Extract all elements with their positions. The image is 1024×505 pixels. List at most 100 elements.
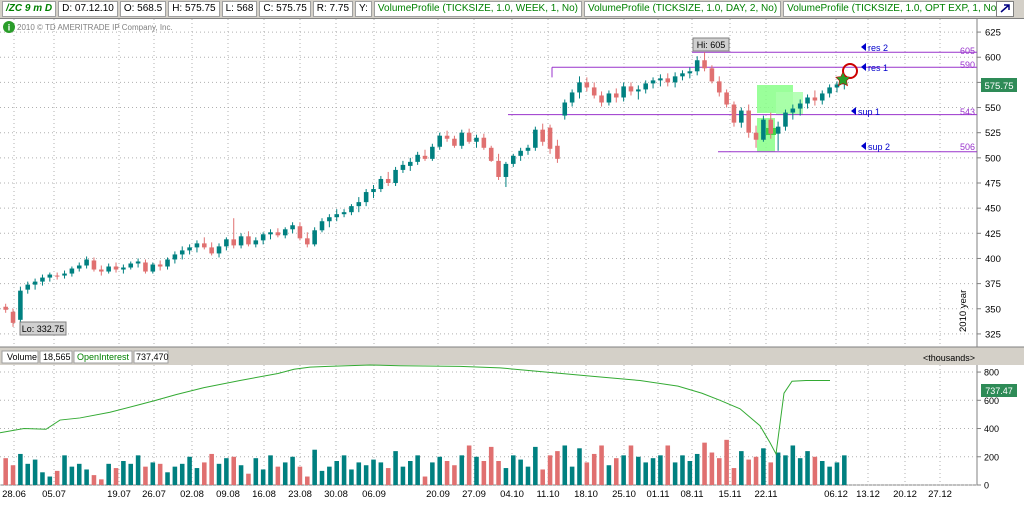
- study-daily-profile[interactable]: VolumeProfile (TICKSIZE, 1.0, DAY, 2, No…: [584, 1, 782, 17]
- time-tick-label: 15.11: [718, 489, 741, 500]
- candle-body: [650, 80, 656, 84]
- candle-body: [503, 163, 509, 177]
- volume-bar: [165, 472, 170, 485]
- volume-bar: [231, 456, 237, 485]
- time-tick-label: 08.11: [680, 489, 703, 500]
- volume-bar: [584, 462, 590, 485]
- price-tick-label: 525: [985, 128, 1001, 139]
- candle-body: [584, 82, 590, 88]
- candle-body: [422, 155, 428, 159]
- candle-body: [599, 95, 604, 103]
- volume-bar: [613, 458, 619, 485]
- volume-bar: [827, 466, 832, 485]
- candle-body: [459, 132, 465, 146]
- volume-bar: [150, 462, 156, 485]
- candle-body: [437, 135, 442, 147]
- open-interest-path: [0, 364, 830, 456]
- level-res-1[interactable]: res 1 590: [861, 60, 975, 73]
- candle-body: [496, 160, 501, 177]
- study-optexp-profile[interactable]: VolumeProfile (TICKSIZE, 1.0, OPT EXP, 1…: [783, 1, 1004, 17]
- info-icon-glyph: i: [8, 23, 11, 33]
- volume-bar: [157, 463, 163, 485]
- level-sup-1[interactable]: sup 1 543: [851, 107, 975, 117]
- candle-body: [716, 81, 722, 93]
- candle-body: [363, 192, 369, 203]
- volume-bar: [812, 456, 818, 485]
- candle-body: [312, 230, 317, 245]
- volume-bar: [143, 466, 148, 485]
- candle-body: [393, 169, 398, 183]
- candle-body: [525, 147, 531, 151]
- chart-canvas: 325350375400425450475500525550575600625 …: [0, 19, 1024, 505]
- volume-bar: [739, 451, 744, 485]
- star-icon[interactable]: [835, 71, 851, 87]
- level-arrow-icon: [851, 107, 856, 115]
- volume-bar: [702, 442, 707, 485]
- volume-tick-label: 800: [984, 368, 999, 378]
- candle-body: [157, 264, 163, 267]
- volume-bar: [238, 465, 244, 485]
- volume-bar: [496, 461, 501, 485]
- volume-bar: [599, 445, 604, 485]
- volume-bar: [25, 463, 31, 485]
- volume-bar: [643, 462, 648, 485]
- level-sup-2[interactable]: sup 2 506: [861, 142, 975, 152]
- candle-body: [349, 206, 354, 213]
- candle-body: [172, 254, 178, 260]
- study-weekly-profile[interactable]: VolumeProfile (TICKSIZE, 1.0, WEEK, 1, N…: [373, 1, 582, 17]
- time-axis-panel: [0, 485, 1024, 505]
- candle-body: [209, 247, 214, 254]
- price-tick-label: 425: [985, 229, 1001, 240]
- time-tick-label: 16.08: [252, 489, 276, 500]
- volume-bar: [591, 453, 597, 485]
- candle-body: [356, 202, 362, 207]
- volume-bar: [819, 461, 825, 485]
- volume-bar: [319, 470, 325, 485]
- volume-bar: [378, 462, 384, 485]
- candle-body: [282, 229, 288, 236]
- volume-label-cell: [1, 350, 39, 364]
- volume-bar: [341, 455, 347, 485]
- level-value: 543: [960, 107, 975, 117]
- volume-bar: [363, 465, 369, 485]
- candle-body: [790, 108, 796, 113]
- candle-body: [47, 274, 53, 278]
- level-res-2[interactable]: res 2 605: [861, 43, 975, 56]
- time-tick-label: 25.10: [612, 489, 636, 500]
- candle-body: [834, 84, 840, 88]
- volume-bar: [268, 455, 273, 485]
- volume-bar: [76, 463, 82, 485]
- candle-body: [643, 83, 648, 90]
- oi-value-cell: [133, 350, 169, 364]
- volume-bar: [408, 461, 413, 485]
- volume-bar: [32, 459, 38, 485]
- volume-bar: [135, 455, 141, 485]
- volume-bar: [753, 456, 759, 485]
- volume-bar: [687, 461, 693, 485]
- price-axis-panel: [977, 19, 1024, 347]
- price-tick-label: 375: [985, 279, 1001, 290]
- volume-bar: [3, 458, 8, 485]
- candle-body: [510, 155, 516, 164]
- maximize-icon[interactable]: [996, 1, 1014, 17]
- time-tick-label: 18.10: [574, 489, 598, 500]
- volume-bar: [694, 453, 700, 485]
- volume-bar: [474, 456, 479, 485]
- price-tick-label: 325: [985, 329, 1001, 340]
- candle-body: [562, 102, 568, 116]
- candle-body: [408, 161, 413, 166]
- candle-body: [724, 92, 729, 105]
- candle-body: [194, 243, 200, 248]
- candle-body: [385, 178, 391, 183]
- volume-bar: [503, 468, 509, 485]
- time-tick-label: 27.09: [462, 489, 486, 500]
- target-circle-icon[interactable]: [842, 63, 858, 79]
- symbol-field[interactable]: /ZC 9 m D: [2, 1, 57, 17]
- volume-bar: [459, 455, 465, 485]
- volume-bar: [437, 456, 442, 485]
- volume-bar: [724, 439, 729, 485]
- info-icon[interactable]: [3, 21, 15, 33]
- candle-body: [797, 103, 803, 109]
- level-name: sup 2: [868, 142, 890, 152]
- candle-body: [32, 281, 38, 285]
